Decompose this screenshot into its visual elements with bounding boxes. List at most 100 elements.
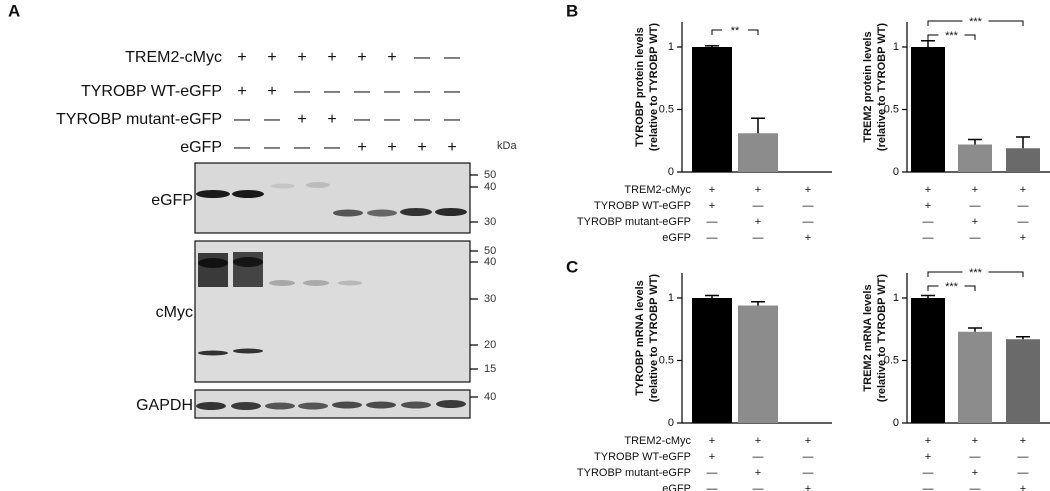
panel-label: C	[566, 257, 578, 276]
marker-label: 30	[484, 293, 496, 305]
bar	[738, 133, 778, 172]
x-table-sign: —	[707, 483, 718, 491]
x-table-sign: —	[1018, 451, 1029, 463]
band	[231, 402, 261, 410]
error-bar	[705, 294, 719, 298]
error-bar	[1016, 136, 1030, 149]
x-table-sign: —	[970, 451, 981, 463]
x-table-sign: +	[1020, 435, 1026, 447]
blot-label: cMyc	[156, 304, 193, 321]
treatment-sign: +	[297, 111, 306, 128]
x-table-sign: —	[803, 467, 814, 479]
treatment-label: TREM2-cMyc	[125, 49, 222, 66]
y-axis-label: TYROBP mRNA levels	[634, 280, 646, 396]
treatment-sign: —	[444, 49, 460, 66]
band	[338, 280, 362, 286]
bar	[692, 47, 732, 172]
treatment-sign: +	[387, 139, 396, 156]
treatment-sign: —	[324, 83, 340, 100]
y-tick-label: 1	[893, 292, 899, 304]
band	[198, 350, 228, 356]
x-table-sign: +	[805, 435, 811, 447]
marker-label: 50	[484, 245, 496, 257]
significance-label: ***	[969, 267, 983, 279]
bar	[911, 298, 945, 423]
bar	[958, 144, 992, 172]
band	[366, 401, 396, 409]
band	[269, 280, 295, 286]
x-table-sign: +	[972, 184, 978, 196]
treatment-label: TYROBP WT-eGFP	[81, 83, 222, 100]
treatment-sign: +	[267, 49, 276, 66]
marker-label: 40	[484, 256, 496, 268]
blot-label: GAPDH	[136, 397, 193, 414]
bar	[692, 298, 732, 423]
bar	[1006, 339, 1040, 423]
x-table-sign: +	[755, 467, 761, 479]
x-table-sign: +	[972, 216, 978, 228]
x-table-sign: —	[1018, 467, 1029, 479]
treatment-sign: +	[447, 139, 456, 156]
y-tick-label: 0.5	[884, 103, 899, 115]
error-bar	[921, 40, 935, 47]
significance-bracket	[927, 20, 1024, 26]
significance-bracket	[927, 271, 1024, 277]
x-table-sign: —	[753, 232, 764, 244]
treatment-sign: —	[444, 83, 460, 100]
treatment-sign: —	[444, 111, 460, 128]
bar	[958, 331, 992, 423]
treatment-sign: —	[354, 83, 370, 100]
x-table-label: TREM2-cMyc	[624, 435, 691, 447]
band	[271, 183, 295, 189]
treatment-label: TYROBP mutant-eGFP	[56, 111, 222, 128]
band	[332, 401, 362, 409]
x-table-label: TYROBP mutant-eGFP	[577, 216, 691, 228]
treatment-sign: +	[357, 139, 366, 156]
band	[367, 209, 397, 217]
treatment-sign: +	[297, 49, 306, 66]
y-tick-label: 0.5	[659, 354, 674, 366]
treatment-sign: —	[414, 111, 430, 128]
x-table-sign: —	[923, 216, 934, 228]
significance-bracket	[711, 29, 759, 35]
x-table-sign: +	[972, 467, 978, 479]
x-table-sign: +	[755, 216, 761, 228]
x-table-sign: +	[755, 435, 761, 447]
marker-label: 40	[484, 391, 496, 403]
x-table-sign: +	[925, 435, 931, 447]
x-table-sign: —	[923, 467, 934, 479]
x-table-sign: —	[753, 483, 764, 491]
y-axis-label: TYROBP protein levels	[634, 27, 646, 147]
significance-label: **	[731, 25, 740, 37]
x-table-label: TYROBP mutant-eGFP	[577, 467, 691, 479]
x-table-sign: —	[707, 216, 718, 228]
treatment-sign: +	[387, 49, 396, 66]
treatment-sign: +	[267, 83, 276, 100]
x-table-sign: +	[1020, 184, 1026, 196]
treatment-sign: —	[234, 111, 250, 128]
band	[196, 190, 230, 198]
y-tick-label: 0	[893, 417, 899, 429]
x-table-sign: +	[925, 451, 931, 463]
y-axis-label: (relative to TYROBP WT)	[876, 23, 888, 151]
marker-label: 15	[484, 363, 496, 375]
error-bar	[968, 327, 982, 332]
marker-label: 20	[484, 339, 496, 351]
treatment-sign: —	[414, 49, 430, 66]
y-tick-label: 0	[668, 417, 674, 429]
x-table-sign: —	[970, 483, 981, 491]
bar	[1006, 148, 1040, 172]
treatment-sign: —	[324, 139, 340, 156]
x-table-sign: +	[709, 435, 715, 447]
x-table-sign: +	[1020, 232, 1026, 244]
band	[233, 348, 263, 354]
x-table-sign: +	[1020, 483, 1026, 491]
y-tick-label: 1	[893, 41, 899, 53]
treatment-sign: —	[354, 111, 370, 128]
bar	[911, 47, 945, 172]
treatment-sign: +	[417, 139, 426, 156]
treatment-sign: +	[327, 111, 336, 128]
bar	[738, 305, 778, 423]
